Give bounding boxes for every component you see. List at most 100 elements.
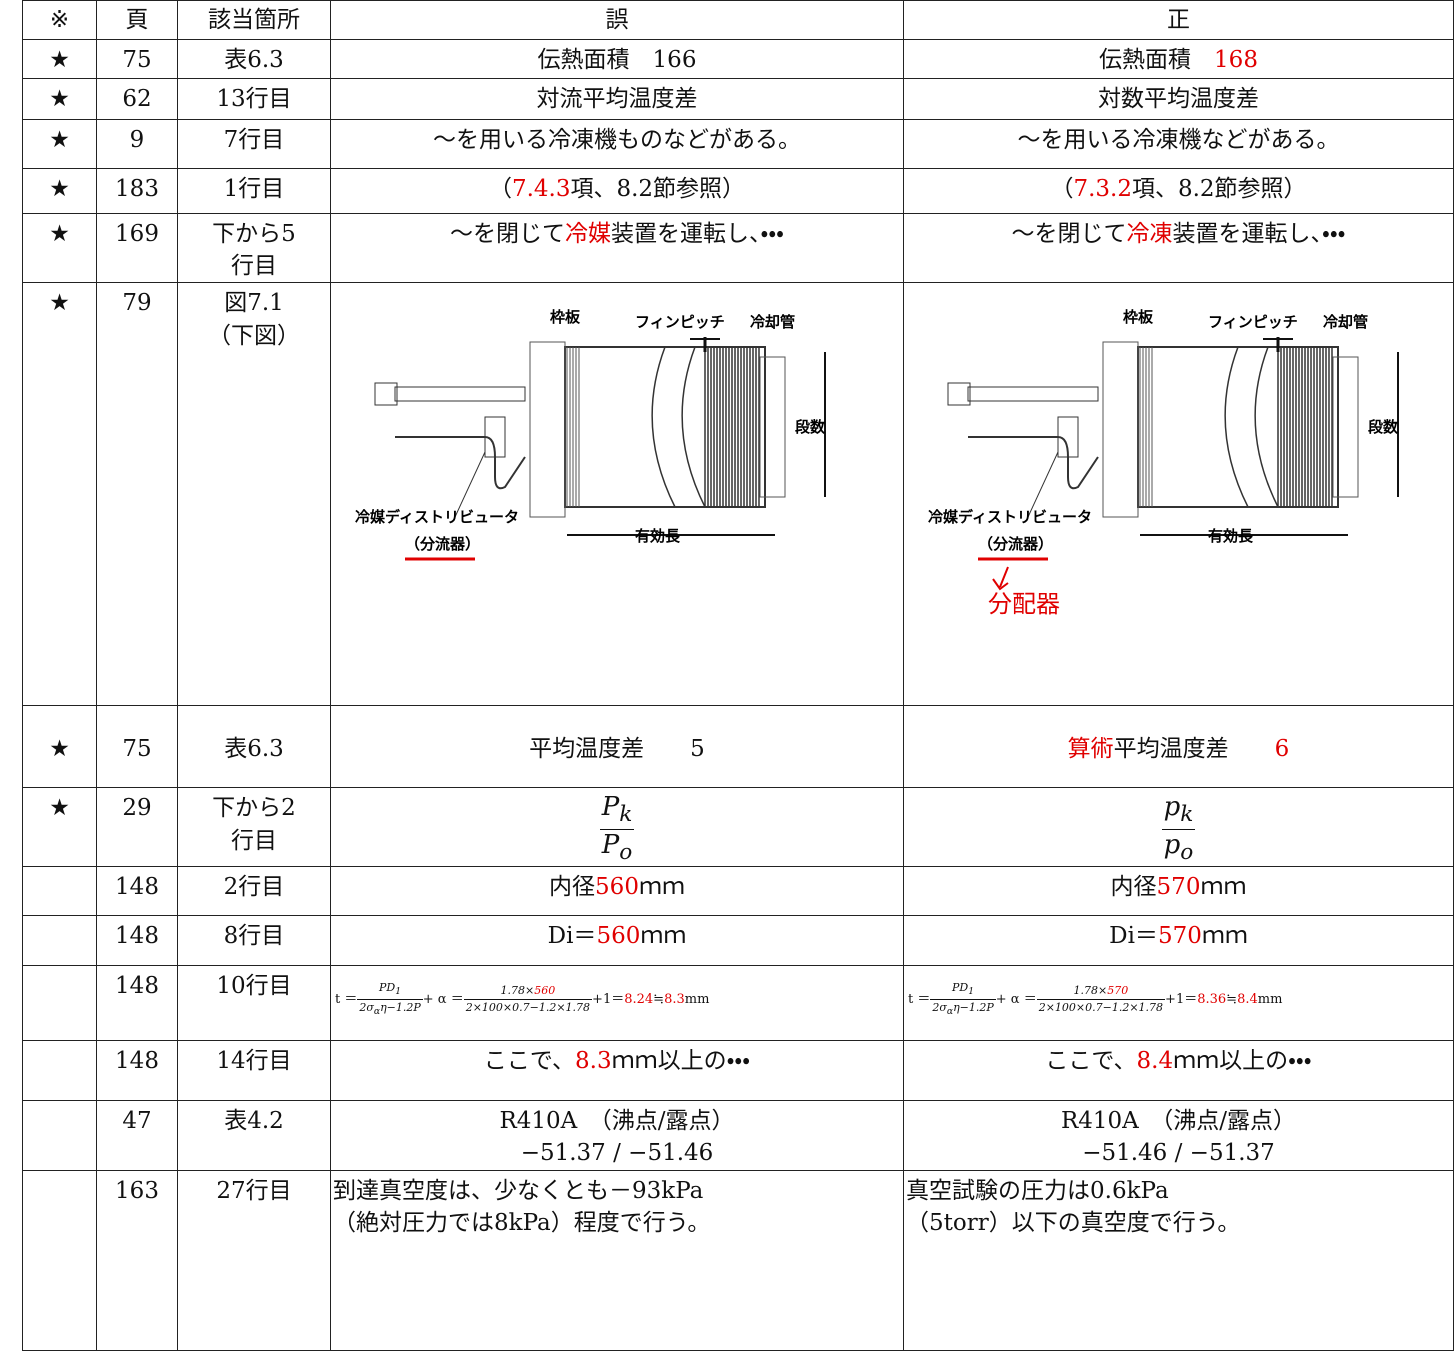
text-segment: 570 — [1107, 984, 1129, 998]
text-segment: 2×100×0.7−1.2×1.78 — [1038, 1000, 1164, 1014]
text-segment: 8.3 — [575, 1047, 612, 1074]
table-row: 148 14行目 ここで、8.3ｍｍ以上の・・・ ここで、8.4ｍｍ以上の・・・ — [22, 1039, 1454, 1101]
text-segment: 8.4 — [1136, 1047, 1174, 1074]
page-number: 183 — [115, 176, 159, 202]
text-line: Di＝560ｍｍ — [335, 920, 899, 952]
figure-shape — [1057, 416, 1079, 458]
right-cell: 内径570ｍｍ — [903, 865, 1454, 916]
location-line: 10行目 — [216, 972, 292, 999]
subscript: α — [373, 1005, 381, 1017]
location-cell: 13行目 — [177, 78, 331, 120]
subscript: 1 — [968, 985, 975, 997]
star: ★ — [49, 221, 70, 247]
text-line: ～を用いる冷凍機ものなどがある。 — [335, 124, 899, 156]
text-segment: ここで、 — [1045, 1047, 1137, 1074]
text-segment: ｍｍ以上の・・・ — [611, 1047, 751, 1074]
subscript: α — [946, 1005, 954, 1017]
figure-label: 冷却管 — [1323, 313, 1368, 331]
table-row: ★ 169 下から5 行目 ～を閉じて冷媒装置を運転し、・・・ ～を閉じて冷凍装置を運転し… — [22, 212, 1454, 284]
figure-shape — [454, 452, 486, 518]
location-line: 2行目 — [223, 873, 285, 900]
figure-label: 枠板 — [1123, 308, 1154, 326]
location-cell: 2行目 — [177, 865, 331, 916]
text-line: 対流平均温度差 — [335, 83, 899, 115]
wrong-cell: 伝熱面積 166 — [330, 39, 904, 79]
page-number: 62 — [122, 86, 152, 112]
text-segment: 8.36 — [1197, 991, 1227, 1007]
text-line: ～を用いる冷凍機などがある。 — [908, 124, 1449, 156]
text-line: 対数平均温度差 — [908, 83, 1449, 115]
figure-shape — [1102, 341, 1139, 518]
denominator: Po — [600, 830, 635, 866]
numerator: pk — [1161, 792, 1196, 830]
text-line: −51.46 / −51.37 — [908, 1137, 1449, 1169]
text-segment: （絶対圧力では8kPa）程度で行う。 — [333, 1209, 711, 1236]
text-segment: PD — [952, 980, 969, 994]
text-segment: 2×100×0.7−1.2×1.78 — [465, 1000, 591, 1014]
numerator: Pk — [599, 792, 635, 830]
text-segment: 平均温度差 5 — [529, 735, 705, 762]
errata-table: ※ 頁該当箇所誤正 ★ 75 表6.3 伝熱面積 166 伝熱面積 168 ★ 62 13行目 対… — [22, 0, 1454, 1351]
location-line: 表4.2 — [224, 1107, 284, 1134]
fraction: 1.78×560 2×100×0.7−1.2×1.78 — [463, 983, 593, 1015]
text-segment: 560 — [596, 922, 641, 949]
text-segment: 対数平均温度差 — [1098, 86, 1259, 112]
right-cell: 枠板 フィンピッチ 冷却管 段数 冷媒ディストリビュータ （分流器） 有効長 分配器 — [903, 282, 1454, 707]
text-line: （7.3.2項、8.2節参照） — [908, 173, 1449, 205]
mark-cell: ★ — [22, 705, 97, 789]
location-cell: 表4.2 — [177, 1099, 331, 1171]
text-segment: + α ＝ — [995, 991, 1037, 1007]
text-line: ここで、8.4ｍｍ以上の・・・ — [908, 1045, 1449, 1077]
right-cell: R410A （沸点/露点） −51.46 / −51.37 — [903, 1099, 1454, 1171]
star: ★ — [49, 176, 70, 202]
text-line: pk po — [908, 792, 1449, 865]
location-line: 13行目 — [216, 86, 292, 112]
location-line: 27行目 — [216, 1177, 292, 1204]
text-segment: P — [601, 792, 620, 823]
location-cell: 27行目 — [177, 1169, 331, 1351]
location-line: 行目 — [231, 253, 277, 280]
page-number: 79 — [122, 290, 152, 317]
location-line: 表6.3 — [224, 47, 284, 73]
page-number: 75 — [122, 47, 152, 73]
page-cell: 148 — [96, 914, 178, 966]
page-cell: 29 — [96, 787, 178, 867]
figure-shape — [395, 436, 526, 490]
figure-label: 段数 — [1368, 418, 1399, 436]
mark-cell: ★ — [22, 39, 97, 79]
fraction: PD1 2σαη−1.2P — [357, 980, 423, 1019]
subscript: k — [1180, 802, 1194, 828]
text-segment: 168 — [1214, 47, 1258, 73]
text-segment: p — [1163, 792, 1181, 823]
location-cell: 14行目 — [177, 1039, 331, 1101]
wrong-cell: Di＝560ｍｍ — [330, 914, 904, 966]
text-segment: 平均温度差 — [1113, 735, 1275, 762]
text-segment: 冷媒 — [565, 221, 612, 247]
text-line: 伝熱面積 168 — [908, 44, 1449, 76]
figure-shape — [1254, 347, 1279, 508]
page-number: 148 — [115, 972, 159, 999]
figure-shape — [1332, 356, 1359, 498]
text-segment: ≒ — [653, 991, 665, 1007]
page-cell: 169 — [96, 212, 178, 284]
header-cell: 該当箇所 — [177, 0, 331, 40]
text-segment: 項、8.2節参照） — [1131, 176, 1307, 202]
text-segment: ≒ — [1226, 991, 1238, 1007]
text-segment: 内径 — [549, 873, 596, 900]
right-cell: 算術平均温度差 6 — [903, 705, 1454, 789]
table-row: ★ 183 1行目 （7.4.3項、8.2節参照） （7.3.2項、8.2節参照） — [22, 168, 1454, 214]
text-segment: 1.78× — [500, 984, 535, 998]
table-row: 148 10行目 t ＝ PD1 2σαη−1.2P + α ＝ 1.78×560 2×100… — [22, 964, 1454, 1041]
text-segment: 8.24 — [624, 991, 654, 1007]
right-cell: t ＝ PD1 2σαη−1.2P + α ＝ 1.78×570 2×100×0.7−1.… — [903, 964, 1454, 1041]
text-segment: PD — [379, 980, 396, 994]
text-segment: ～を用いる冷凍機ものなどがある。 — [433, 127, 801, 153]
text-segment: 560 — [534, 984, 556, 998]
figure-shape — [968, 436, 1099, 490]
text-line: Di＝570ｍｍ — [908, 920, 1449, 952]
figure-shape — [651, 347, 676, 508]
text-segment: ｍｍ — [638, 873, 685, 900]
header-cell: ※ — [22, 0, 97, 40]
page-number: 75 — [122, 735, 152, 762]
text-segment: 到達真空度は、少なくとも－93kPa — [333, 1177, 704, 1204]
